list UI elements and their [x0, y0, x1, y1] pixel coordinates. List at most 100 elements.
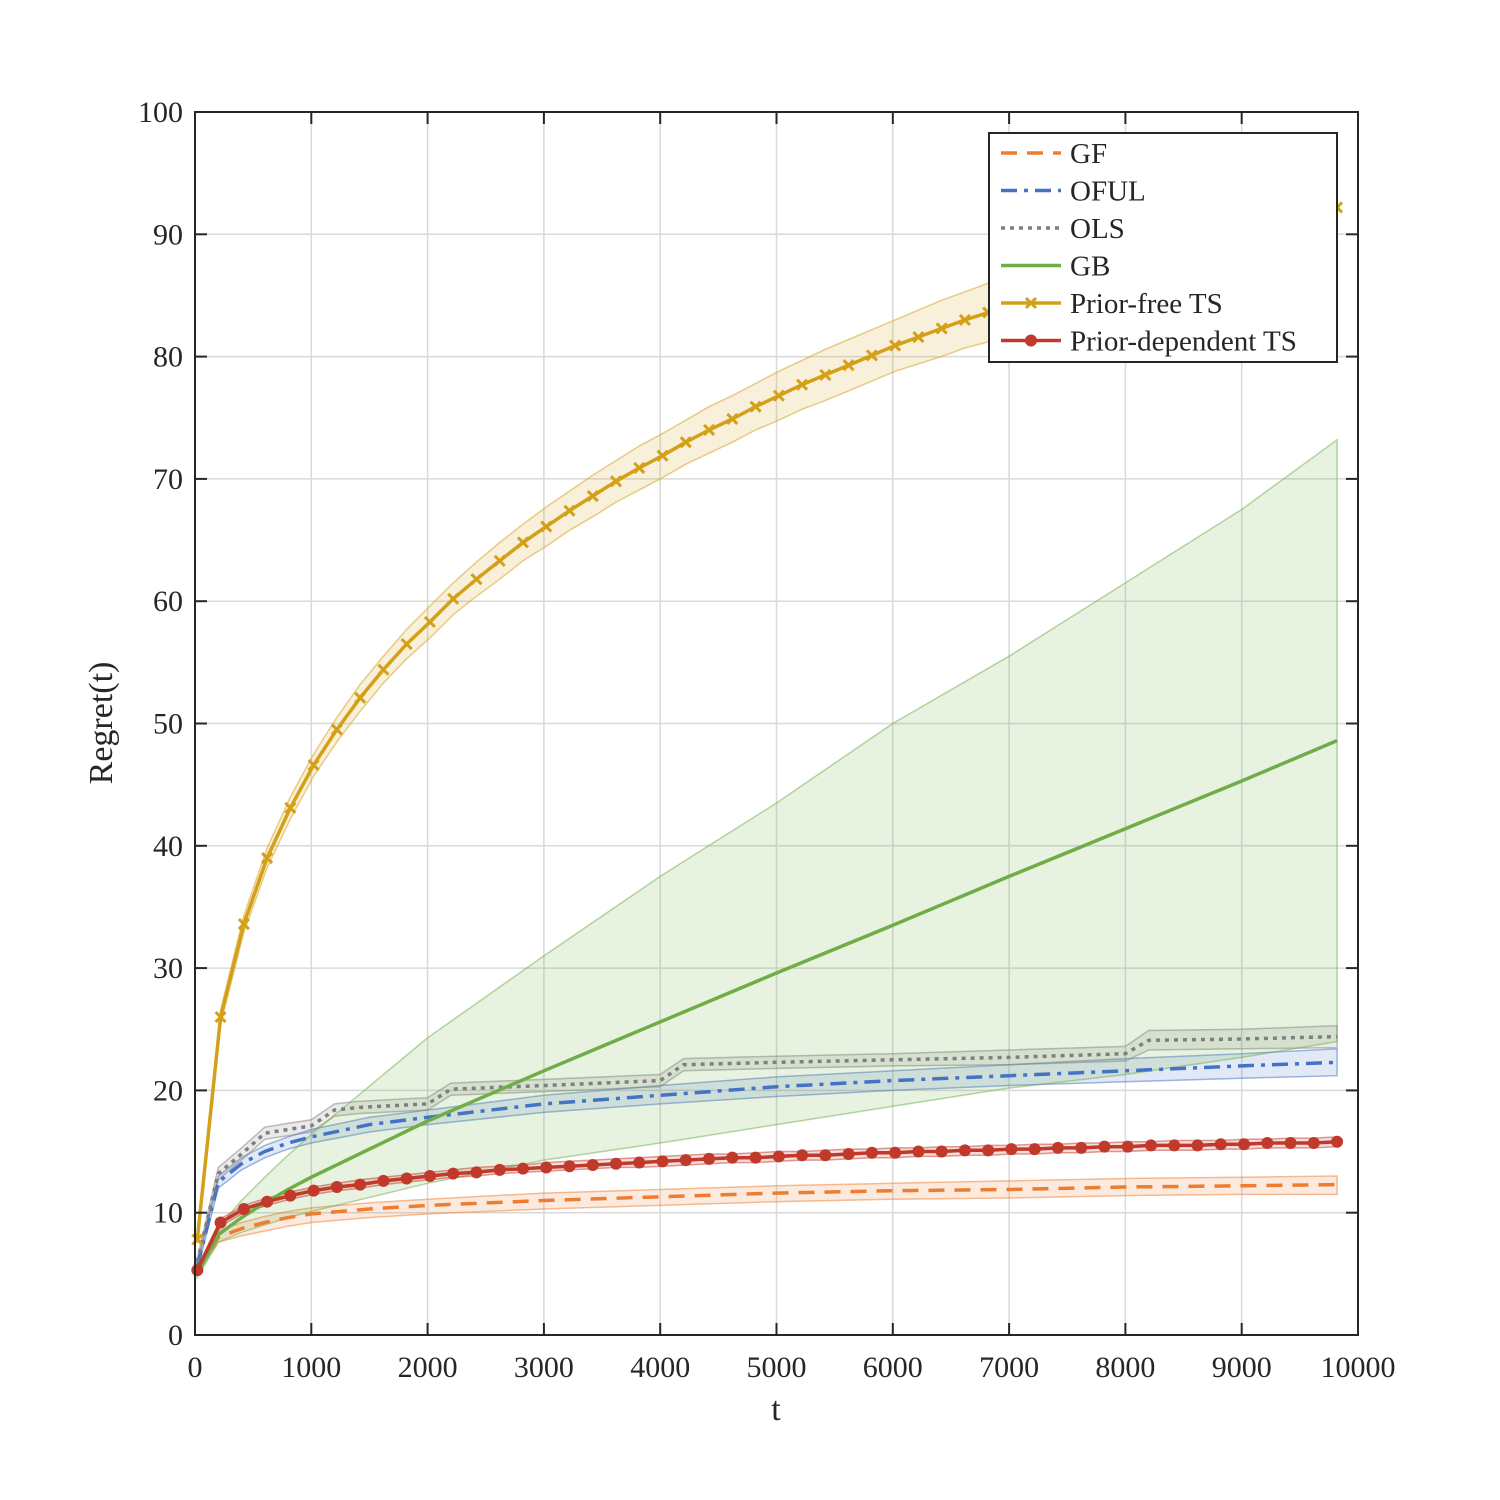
- x-tick-labels: 0 1000 2000 3000 4000 5000 6000 7000 8000 9000 100…: [188, 1351, 1396, 1384]
- prior-dependent-ts-marker: [563, 1160, 576, 1173]
- legend-ols-label: OLS: [1070, 213, 1125, 245]
- prior-free-ts-marker: [819, 368, 832, 382]
- prior-free-ts-marker: [540, 520, 553, 533]
- prior-dependent-ts-marker: [423, 1170, 436, 1183]
- prior-dependent-ts-marker: [354, 1178, 367, 1191]
- y-tick-label: 100: [138, 96, 183, 129]
- prior-dependent-ts-marker: [1028, 1143, 1041, 1156]
- prior-free-ts-marker: [586, 489, 599, 503]
- prior-free-ts-marker: [633, 461, 646, 474]
- prior-dependent-ts-marker: [400, 1172, 413, 1185]
- prior-dependent-ts-marker: [749, 1151, 762, 1164]
- legend-gb-label: GB: [1070, 251, 1110, 283]
- prior-dependent-ts-marker: [703, 1152, 716, 1165]
- prior-free-ts-marker: [377, 663, 390, 676]
- x-tick-label: 9000: [1212, 1351, 1272, 1384]
- prior-dependent-ts-marker: [1261, 1136, 1274, 1149]
- prior-dependent-ts-marker: [1168, 1139, 1181, 1152]
- prior-dependent-ts-marker: [772, 1150, 785, 1163]
- prior-dependent-ts-marker: [656, 1155, 669, 1168]
- x-tick-label: 0: [188, 1351, 203, 1384]
- y-tick-label: 0: [168, 1319, 183, 1352]
- x-tick-label: 6000: [863, 1351, 923, 1384]
- prior-dependent-ts-marker: [842, 1147, 855, 1160]
- prior-dependent-ts-marker: [1307, 1136, 1320, 1149]
- y-tick-label: 50: [153, 708, 183, 741]
- y-axis-title: Regret(t): [83, 662, 120, 785]
- prior-dependent-ts-marker: [284, 1189, 297, 1202]
- prior-free-ts-marker: [493, 554, 506, 567]
- legend: GF OFUL OLS GB Prior-free TS Prior-dependent …: [988, 132, 1338, 363]
- prior-dependent-ts-marker: [889, 1146, 902, 1159]
- axis-ticks: [194, 111, 1359, 1336]
- prior-dependent-ts-marker: [261, 1195, 274, 1208]
- legend-prior-dependent-ts-label: Prior-dependent TS: [1070, 326, 1297, 358]
- prior-dependent-ts-marker: [540, 1161, 553, 1174]
- prior-free-ts-marker: [796, 378, 809, 391]
- prior-free-ts-marker: [447, 592, 460, 605]
- y-tick-label: 90: [153, 218, 183, 251]
- prior-dependent-ts-marker: [307, 1184, 320, 1197]
- y-tick-label: 40: [153, 830, 183, 863]
- prior-dependent-ts-marker: [191, 1264, 204, 1277]
- prior-dependent-ts-marker: [726, 1151, 739, 1164]
- gb-line: [195, 738, 1338, 1275]
- prior-dependent-ts-marker: [1051, 1141, 1064, 1154]
- y-tick-label: 20: [153, 1074, 183, 1107]
- prior-free-ts-marker: [354, 691, 367, 704]
- x-tick-label: 3000: [514, 1351, 574, 1384]
- prior-free-ts-marker: [423, 615, 436, 629]
- prior-dependent-ts-marker: [1214, 1138, 1227, 1151]
- x-tick-label: 4000: [630, 1351, 690, 1384]
- prior-dependent-ts-marker: [516, 1162, 529, 1175]
- prior-free-ts-marker: [284, 801, 297, 814]
- prior-free-ts-marker: [958, 313, 971, 326]
- gf-line: [195, 1182, 1338, 1273]
- prior-free-ts-marker: [470, 573, 483, 586]
- prior-free-ts-marker: [330, 723, 343, 736]
- y-tick-labels: 0 10 20 30 40 50 60 70 80 90 100: [138, 96, 183, 1352]
- prior-dependent-ts-marker: [958, 1144, 971, 1157]
- legend-prior-free-ts-label: Prior-free TS: [1070, 288, 1223, 320]
- x-tick-label: 8000: [1095, 1351, 1155, 1384]
- prior-free-ts-marker: [726, 412, 739, 426]
- prior-dependent-ts-marker: [330, 1181, 343, 1194]
- ols-line: [195, 1034, 1338, 1263]
- prior-dependent-ts-marker: [1098, 1140, 1111, 1153]
- prior-free-ts-marker: [889, 339, 902, 352]
- legend-prior-free-ts-marker: [1024, 296, 1038, 310]
- prior-dependent-ts-marker: [1331, 1135, 1344, 1148]
- prior-free-ts-marker: [214, 1010, 227, 1024]
- prior-free-ts-marker: [400, 637, 413, 651]
- prior-free-ts-marker: [516, 536, 530, 549]
- prior-dependent-ts-marker: [1144, 1139, 1157, 1152]
- prior-free-ts-marker: [772, 389, 785, 402]
- prior-free-ts-marker: [191, 1233, 204, 1246]
- prior-dependent-ts-marker: [1284, 1136, 1297, 1149]
- legend-oful-label: OFUL: [1070, 176, 1146, 208]
- legend-prior-dependent-ts-marker: [1025, 334, 1037, 347]
- prior-dependent-ts-marker: [1238, 1138, 1251, 1151]
- prior-free-ts-marker: [563, 504, 576, 517]
- x-tick-label: 5000: [747, 1351, 807, 1384]
- prior-dependent-ts-marker: [377, 1174, 390, 1187]
- prior-free-ts-marker: [912, 330, 925, 344]
- y-tick-label: 70: [153, 463, 183, 496]
- prior-free-ts-marker: [656, 449, 669, 462]
- x-axis-title: t: [771, 1391, 781, 1428]
- prior-dependent-ts-marker: [819, 1149, 832, 1162]
- x-tick-label: 10000: [1321, 1351, 1396, 1384]
- oful-band: [196, 1048, 1338, 1271]
- prior-dependent-ts-marker: [679, 1154, 692, 1167]
- prior-dependent-ts-marker: [586, 1159, 599, 1172]
- y-tick-label: 80: [153, 341, 183, 374]
- prior-free-ts-marker: [842, 359, 855, 372]
- prior-dependent-ts-marker: [214, 1216, 227, 1229]
- prior-free-ts-marker: [679, 436, 692, 449]
- prior-dependent-ts-marker: [470, 1166, 483, 1179]
- prior-free-ts-marker: [261, 851, 274, 865]
- y-tick-label: 60: [153, 585, 183, 618]
- prior-free-ts-marker: [865, 349, 878, 362]
- prior-dependent-ts-marker: [633, 1156, 646, 1169]
